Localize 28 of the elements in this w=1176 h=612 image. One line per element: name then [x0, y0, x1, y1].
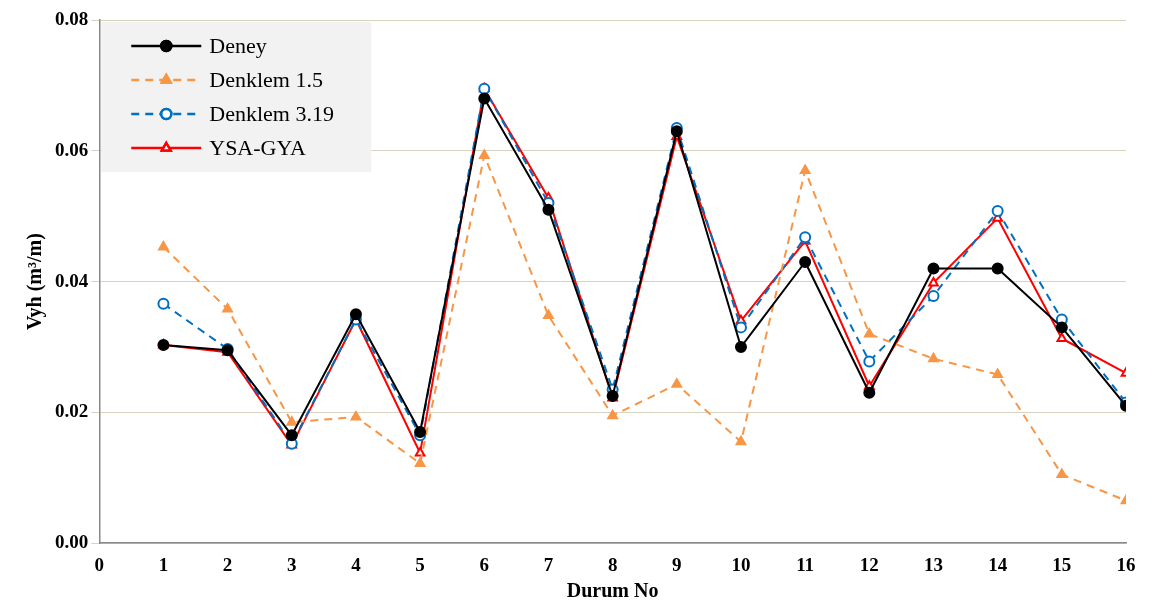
x-tick-label: 2: [222, 553, 233, 575]
y-tick-label: 0.02: [55, 400, 89, 422]
x-tick-label: 10: [731, 553, 751, 575]
x-tick-label: 15: [1052, 553, 1072, 575]
x-tick-label: 4: [351, 553, 362, 575]
x-tick-label: 12: [859, 553, 879, 575]
legend-label: Denklem 1.5: [209, 66, 323, 92]
x-axis-title: Durum No: [566, 579, 659, 602]
x-tick-label: 1: [158, 553, 169, 575]
x-tick-label: 14: [988, 553, 1008, 575]
x-tick-label: 0: [94, 553, 104, 575]
legend-label: YSA-GYA: [209, 134, 306, 160]
x-tick-label: 9: [672, 553, 682, 575]
y-tick-label: 0.00: [55, 531, 89, 553]
x-tick-label: 6: [479, 553, 490, 575]
x-tick-label: 7: [543, 553, 554, 575]
x-tick-label: 13: [923, 553, 943, 575]
x-tick-label: 5: [415, 553, 425, 575]
x-tick-label: 8: [607, 553, 618, 575]
legend-label: Deney: [209, 32, 267, 58]
y-tick-label: 0.08: [55, 7, 89, 29]
legend-label: Denklem 3.19: [209, 100, 334, 126]
x-tick-label: 16: [1116, 553, 1136, 575]
x-tick-label: 3: [287, 553, 297, 575]
y-axis-title: Vyh (m³/m): [23, 233, 47, 331]
y-tick-label: 0.04: [55, 269, 89, 291]
y-tick-label: 0.06: [55, 138, 89, 160]
x-tick-label: 11: [796, 553, 815, 575]
